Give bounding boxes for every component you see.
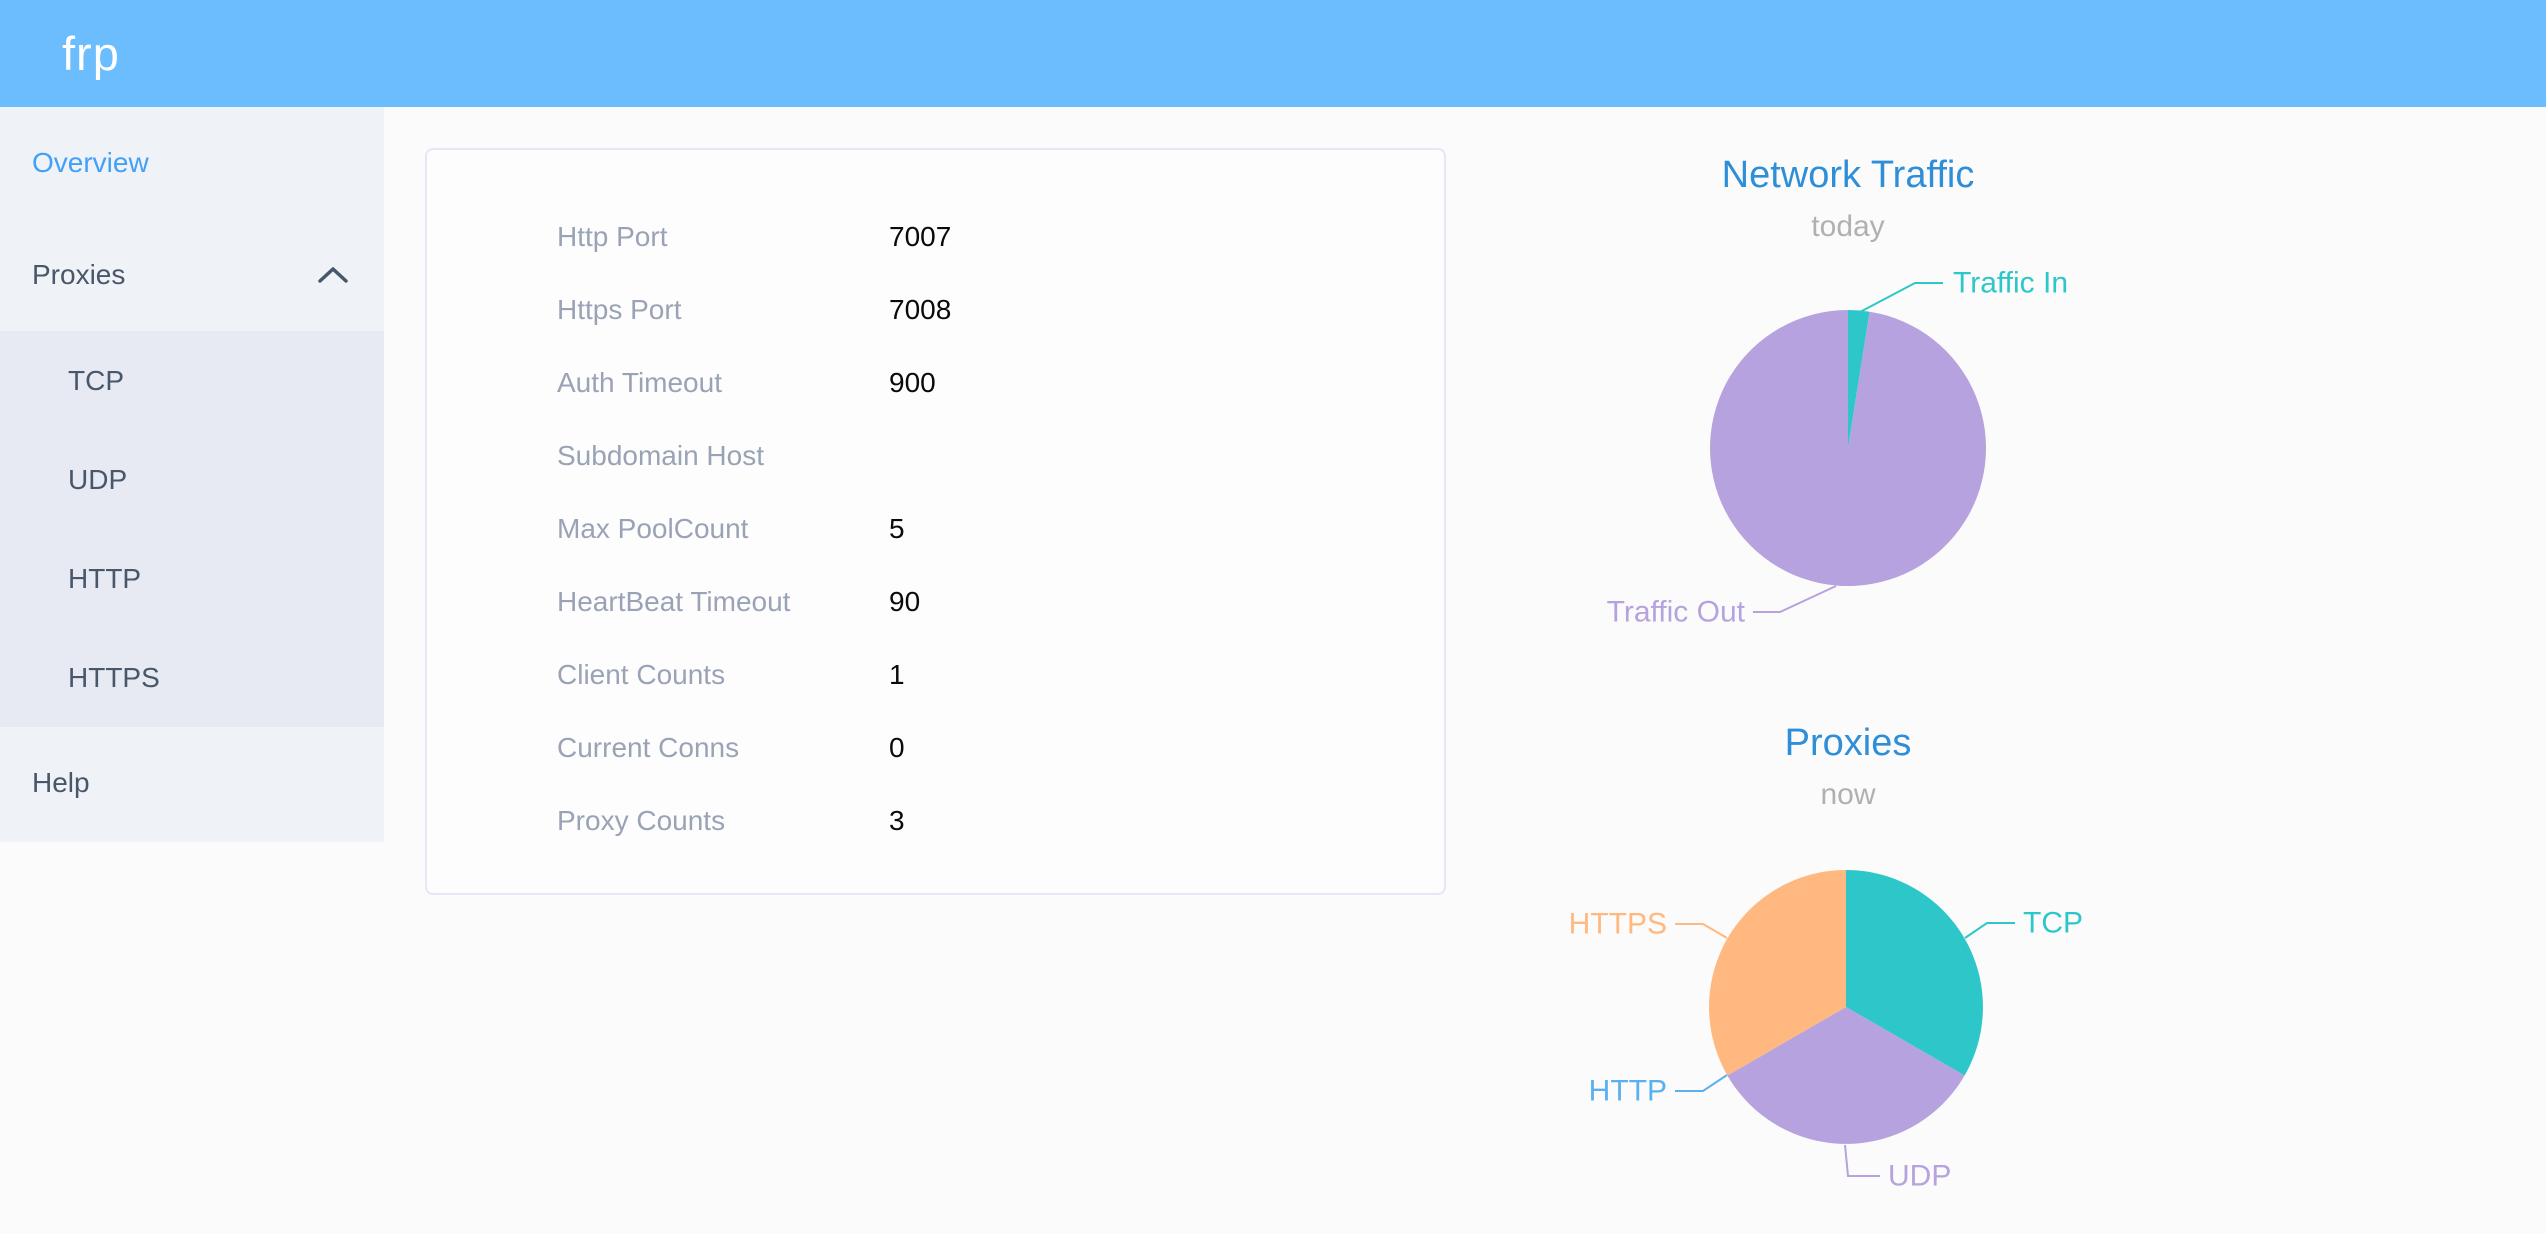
pie-label-line-traffic-in (1859, 282, 1943, 313)
pie-label-tcp: TCP (2023, 907, 2083, 940)
row-label: Proxy Counts (557, 804, 726, 836)
network-traffic-chart: Network Traffic today Traffic In Traffic … (1560, 130, 2136, 650)
pie-label-line-tcp (1964, 922, 2015, 939)
pie-slice-https[interactable] (1709, 870, 1846, 1076)
chart-title: Network Traffic (1721, 154, 1975, 196)
table-row: Http Port 7007 (427, 200, 1444, 273)
row-value: 90 (889, 585, 921, 617)
pie-slice-traffic-out[interactable] (1710, 310, 1987, 586)
pie-slice-traffic-in[interactable] (1848, 310, 1870, 448)
sidebar-item-overview-label: Overview (32, 147, 149, 178)
row-label: Https Port (557, 293, 682, 325)
server-info-card: Http Port 7007 Https Port 7008 Auth Time… (425, 148, 1446, 895)
pie-slice-udp[interactable] (1727, 1007, 1965, 1144)
app-logo: frp (62, 27, 120, 80)
app-header: frp (0, 0, 2546, 107)
row-label: HeartBeat Timeout (557, 585, 791, 617)
proxies-submenu: TCP UDP HTTP HTTPS (0, 331, 384, 727)
pie-label-line-traffic-out (1753, 585, 1837, 613)
pie-label-udp: UDP (1888, 1160, 1951, 1193)
row-value: 1 (889, 658, 905, 690)
table-row: Current Conns 0 (427, 711, 1444, 784)
table-row: Max PoolCount 5 (427, 492, 1444, 565)
row-value: 7008 (889, 293, 952, 325)
row-value: 5 (889, 512, 905, 544)
row-value: 0 (889, 731, 905, 763)
proxies-pie: TCP UDP HTTP HTTPS (1569, 870, 2083, 1193)
table-row: Proxy Counts 3 (427, 784, 1444, 857)
row-label: Auth Timeout (557, 366, 722, 398)
network-traffic-pie: Traffic In Traffic Out (1607, 267, 2068, 629)
proxies-chart: Proxies now TCP UDP HTTP HTTPS (1560, 700, 2136, 1234)
sidebar-item-https-label: HTTPS (68, 661, 160, 693)
chart-title: Proxies (1784, 722, 1912, 764)
sidebar-item-udp[interactable]: UDP (0, 430, 384, 529)
sidebar-item-proxies[interactable]: Proxies (0, 219, 384, 331)
chart-subtitle: now (1820, 778, 1876, 811)
pie-label-https: HTTPS (1569, 908, 1667, 941)
row-value: 7007 (889, 220, 952, 252)
chevron-up-icon (318, 267, 348, 283)
row-label: Max PoolCount (557, 512, 749, 544)
pie-slice-tcp[interactable] (1846, 870, 1983, 1076)
row-label: Http Port (557, 220, 668, 252)
pie-label-traffic-in: Traffic In (1953, 267, 2068, 300)
sidebar-item-http[interactable]: HTTP (0, 529, 384, 628)
sidebar-item-udp-label: UDP (68, 463, 128, 495)
sidebar-item-proxies-label: Proxies (32, 259, 126, 290)
sidebar-item-tcp[interactable]: TCP (0, 331, 384, 430)
chart-subtitle: today (1811, 210, 1885, 243)
sidebar-item-http-label: HTTP (68, 562, 142, 594)
sidebar-item-tcp-label: TCP (68, 364, 124, 396)
row-label: Current Conns (557, 731, 740, 763)
table-row: Client Counts 1 (427, 638, 1444, 711)
row-label: Subdomain Host (557, 439, 765, 471)
pie-label-line-udp (1844, 1144, 1880, 1177)
sidebar-item-help[interactable]: Help (0, 727, 384, 839)
pie-label-traffic-out: Traffic Out (1607, 596, 1746, 629)
pie-label-http: HTTP (1589, 1075, 1667, 1108)
pie-label-line-https (1675, 923, 1728, 939)
table-row: HeartBeat Timeout 90 (427, 565, 1444, 638)
sidebar: Overview Proxies TCP UDP HTTP HTTPS Help (0, 107, 384, 842)
row-value: 3 (889, 804, 905, 836)
sidebar-item-overview[interactable]: Overview (0, 107, 384, 219)
table-row: Subdomain Host (427, 419, 1444, 492)
table-row: Https Port 7008 (427, 273, 1444, 346)
sidebar-item-https[interactable]: HTTPS (0, 628, 384, 727)
table-row: Auth Timeout 900 (427, 346, 1444, 419)
row-label: Client Counts (557, 658, 726, 690)
sidebar-item-help-label: Help (32, 767, 90, 798)
row-value: 900 (889, 366, 936, 398)
pie-label-line-http (1675, 1074, 1728, 1092)
